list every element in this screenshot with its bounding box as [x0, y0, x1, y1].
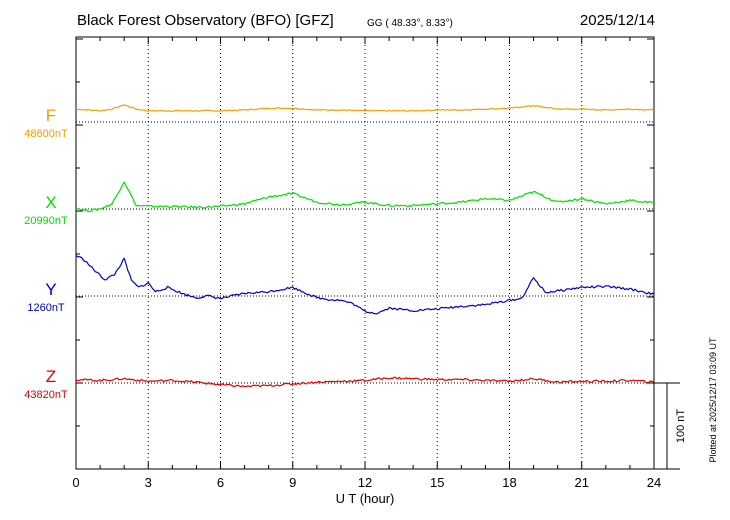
x-tick-label: 0 [72, 475, 79, 490]
x-tick-label: 9 [289, 475, 296, 490]
baseline-value-y: 1260nT [27, 302, 65, 314]
chart-date: 2025/12/14 [580, 12, 655, 29]
series-label-y: Y [45, 280, 56, 299]
series-label-z: Z [46, 367, 56, 386]
baseline-value-x: 20990nT [24, 215, 68, 227]
plotted-timestamp: Plotted at 2025/12/17 03:09 UT [708, 337, 718, 463]
baseline-value-f: 48600nT [24, 128, 68, 140]
x-tick-label: 12 [358, 475, 372, 490]
x-axis-label: U T (hour) [336, 491, 395, 506]
x-tick-label: 24 [647, 475, 661, 490]
scale-bar-label: 100 nT [675, 409, 687, 444]
series-line-z [75, 376, 655, 388]
series-label-f: F [46, 106, 56, 125]
x-tick-label: 3 [145, 475, 152, 490]
x-tick-label: 15 [430, 475, 444, 490]
station-coordinates: GG ( 48.33°, 8.33°) [367, 18, 453, 29]
scale-bar: 100 nT [654, 382, 687, 470]
x-tick-label: 18 [502, 475, 516, 490]
series-label-x: X [45, 193, 56, 212]
baseline-value-z: 43820nT [24, 389, 68, 401]
series-line-f [75, 104, 655, 112]
grid-lines [147, 37, 583, 469]
chart-title: Black Forest Observatory (BFO) [GFZ] [77, 12, 334, 29]
series-line-x [75, 181, 655, 213]
series-line-y [75, 255, 655, 315]
series-layer: F 48600nT X 20990nT Y 1260nT Z 43820nT [24, 104, 655, 401]
x-axis-ticks: 0 3 6 9 12 15 18 21 24 [72, 37, 661, 490]
x-tick-label: 6 [217, 475, 224, 490]
x-tick-label: 21 [575, 475, 589, 490]
